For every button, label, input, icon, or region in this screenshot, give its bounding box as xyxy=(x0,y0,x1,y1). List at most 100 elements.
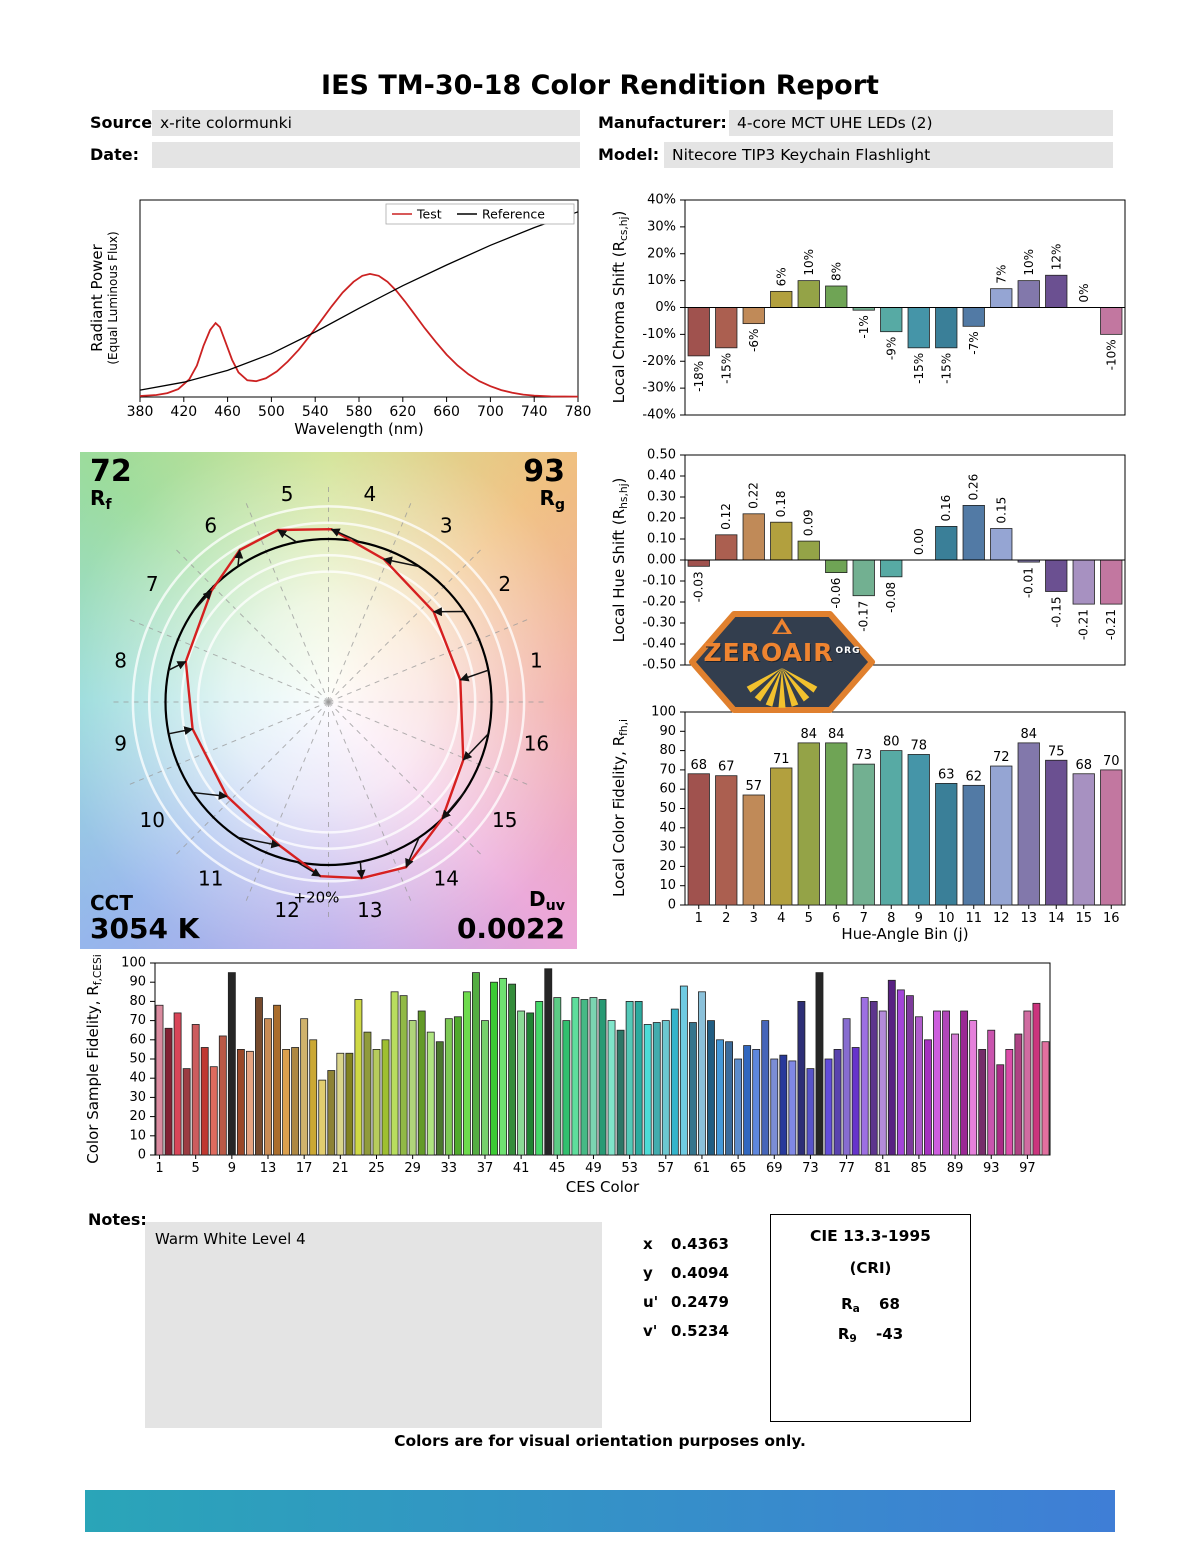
svg-text:1: 1 xyxy=(155,1161,163,1176)
date-label: Date: xyxy=(90,145,139,164)
svg-text:7: 7 xyxy=(860,911,868,926)
svg-text:30: 30 xyxy=(129,1090,146,1105)
spd-x-axis-label: Wavelength (nm) xyxy=(294,420,424,438)
svg-text:660: 660 xyxy=(433,404,460,420)
svg-text:80: 80 xyxy=(129,994,146,1009)
svg-text:33: 33 xyxy=(441,1161,458,1176)
svg-text:6: 6 xyxy=(204,514,217,538)
svg-text:10%: 10% xyxy=(1022,249,1036,276)
svg-text:0.20: 0.20 xyxy=(647,511,676,526)
svg-text:12: 12 xyxy=(993,911,1010,926)
svg-text:9: 9 xyxy=(228,1161,236,1176)
svg-text:65: 65 xyxy=(730,1161,747,1176)
svg-text:1: 1 xyxy=(695,911,703,926)
cri-ra-row: Ra 68 xyxy=(771,1295,970,1315)
svg-text:-20%: -20% xyxy=(642,354,676,369)
footer-color-bar xyxy=(85,1490,1115,1532)
svg-text:85: 85 xyxy=(911,1161,928,1176)
svg-text:-0.03: -0.03 xyxy=(692,571,706,602)
chromaticity-row: y 0.4094 xyxy=(643,1264,729,1282)
rf-label: Rf xyxy=(90,485,112,513)
zeroair-watermark: ZEROAIR ORG xyxy=(682,606,882,718)
svg-text:-0.30: -0.30 xyxy=(642,616,676,631)
svg-text:21: 21 xyxy=(332,1161,349,1176)
svg-text:9: 9 xyxy=(114,731,127,755)
svg-text:0.40: 0.40 xyxy=(647,469,676,484)
svg-text:68: 68 xyxy=(690,758,707,773)
svg-text:0.16: 0.16 xyxy=(939,495,953,522)
svg-text:3: 3 xyxy=(750,911,758,926)
hue-y-axis-label: Local Hue Shift (Rhs,hj) xyxy=(610,477,630,643)
svg-text:100: 100 xyxy=(121,956,146,971)
svg-text:7: 7 xyxy=(146,572,159,596)
svg-text:16: 16 xyxy=(1103,911,1120,926)
svg-text:100: 100 xyxy=(651,705,676,720)
svg-text:14: 14 xyxy=(434,866,459,890)
svg-text:-10%: -10% xyxy=(642,327,676,342)
svg-text:30: 30 xyxy=(659,840,676,855)
svg-text:10%: 10% xyxy=(802,249,816,276)
svg-text:-0.08: -0.08 xyxy=(884,582,898,613)
ces-y-axis-label: Color Sample Fidelity, Rf,CESi xyxy=(84,954,104,1164)
svg-text:49: 49 xyxy=(585,1161,602,1176)
svg-text:70: 70 xyxy=(659,762,676,777)
svg-text:5: 5 xyxy=(805,911,813,926)
svg-text:41: 41 xyxy=(513,1161,530,1176)
svg-text:8: 8 xyxy=(114,649,127,673)
chromaticity-row: u' 0.2479 xyxy=(643,1293,729,1311)
ces-x-axis-label: CES Color xyxy=(565,1178,640,1196)
model-label: Model: xyxy=(598,145,660,164)
svg-text:4: 4 xyxy=(363,482,376,506)
source-value-field: x-rite colormunki xyxy=(152,110,580,136)
svg-text:0.10: 0.10 xyxy=(647,532,676,547)
svg-text:420: 420 xyxy=(170,404,197,420)
manufacturer-value-field: 4-core MCT UHE LEDs (2) xyxy=(729,110,1113,136)
chroma-y-axis-label: Local Chroma Shift (Rcs,hj) xyxy=(610,210,630,404)
svg-text:-0.21: -0.21 xyxy=(1077,609,1091,640)
svg-text:-9%: -9% xyxy=(884,337,898,360)
chromaticity-table: x 0.4363 y 0.4094 u' 0.2479 v' 0.5234 xyxy=(643,1235,729,1351)
svg-text:80: 80 xyxy=(883,735,900,750)
fidelity-x-axis-label: Hue-Angle Bin (j) xyxy=(841,925,969,943)
svg-text:20: 20 xyxy=(129,1109,146,1124)
svg-text:84: 84 xyxy=(1020,727,1037,742)
svg-text:2: 2 xyxy=(722,911,730,926)
svg-text:780: 780 xyxy=(565,404,592,420)
svg-text:-0.01: -0.01 xyxy=(1022,567,1036,598)
svg-text:78: 78 xyxy=(910,738,927,753)
svg-text:-15%: -15% xyxy=(719,353,733,384)
svg-text:10: 10 xyxy=(938,911,955,926)
svg-text:53: 53 xyxy=(621,1161,638,1176)
svg-text:37: 37 xyxy=(477,1161,494,1176)
svg-text:72: 72 xyxy=(993,750,1010,765)
svg-text:-0.20: -0.20 xyxy=(642,595,676,610)
rg-value: 93 xyxy=(523,454,565,489)
cct-value: 3054 K xyxy=(90,911,200,945)
svg-text:0.15: 0.15 xyxy=(994,497,1008,524)
svg-text:50: 50 xyxy=(659,801,676,816)
svg-text:90: 90 xyxy=(659,724,676,739)
svg-text:Reference: Reference xyxy=(482,207,545,222)
svg-text:0%: 0% xyxy=(655,300,676,315)
svg-text:73: 73 xyxy=(855,748,872,763)
zeroair-title: ZEROAIR ORG xyxy=(703,638,861,667)
svg-text:0.00: 0.00 xyxy=(647,553,676,568)
cri-title: CIE 13.3-1995 xyxy=(810,1227,931,1245)
chroma-shift-chart: -40% -30% -20% -10% 0% 10% 20% 30% 40% -18% -15% -6… xyxy=(642,193,1126,423)
svg-text:9: 9 xyxy=(915,911,923,926)
svg-text:-15%: -15% xyxy=(939,353,953,384)
svg-text:16: 16 xyxy=(524,731,549,755)
svg-text:13: 13 xyxy=(260,1161,277,1176)
svg-text:620: 620 xyxy=(389,404,416,420)
svg-text:-1%: -1% xyxy=(857,315,871,338)
svg-text:580: 580 xyxy=(346,404,373,420)
svg-text:75: 75 xyxy=(1048,744,1065,759)
duv-label: Duv xyxy=(529,886,565,914)
svg-text:62: 62 xyxy=(965,769,982,784)
svg-text:-40%: -40% xyxy=(642,408,676,423)
date-value-field xyxy=(152,142,580,168)
svg-text:-0.21: -0.21 xyxy=(1104,609,1118,640)
svg-text:6%: 6% xyxy=(774,267,788,286)
svg-text:740: 740 xyxy=(521,404,548,420)
notes-label: Notes: xyxy=(88,1210,147,1229)
